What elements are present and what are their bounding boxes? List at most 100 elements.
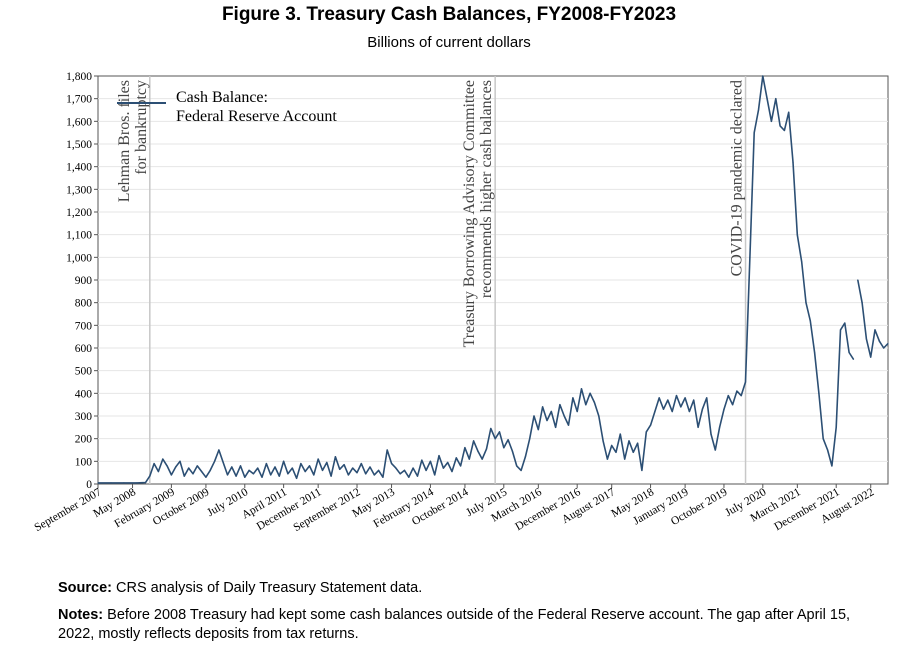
data-point <box>300 463 302 465</box>
data-point <box>857 279 859 281</box>
data-point <box>498 431 501 433</box>
y-tick-label: 0 <box>86 479 92 491</box>
data-point <box>373 474 375 476</box>
source-text: CRS analysis of Daily Treasury Statement… <box>116 580 423 596</box>
data-point <box>274 466 276 468</box>
data-point <box>749 256 751 258</box>
data-point <box>296 477 298 479</box>
data-point <box>524 456 527 458</box>
data-point <box>334 456 336 458</box>
data-point <box>835 426 837 428</box>
data-point <box>416 475 419 477</box>
data-point <box>537 429 539 431</box>
annotation-label: COVID-19 pandemic declared <box>729 80 746 276</box>
data-point <box>468 458 470 460</box>
data-point <box>887 342 889 345</box>
data-point <box>412 467 414 469</box>
data-point <box>278 475 280 477</box>
data-point <box>339 468 341 470</box>
data-point <box>460 465 462 467</box>
data-point <box>170 474 172 476</box>
y-tick-label: 1,400 <box>66 162 92 174</box>
data-point <box>473 440 475 442</box>
data-point <box>814 351 816 354</box>
data-point <box>192 473 194 475</box>
data-point <box>788 111 790 113</box>
y-tick-label: 1,700 <box>66 94 92 106</box>
data-point <box>481 458 483 460</box>
data-point <box>598 415 600 417</box>
data-point <box>382 476 384 478</box>
data-point <box>214 460 216 462</box>
data-point <box>308 465 311 467</box>
data-point <box>580 388 583 390</box>
data-point <box>693 399 695 401</box>
data-point <box>369 466 371 468</box>
source-label: Source: <box>58 580 112 596</box>
data-point <box>706 397 708 399</box>
data-point <box>770 120 773 122</box>
data-point <box>252 473 254 475</box>
data-point <box>395 467 397 469</box>
data-point <box>270 474 272 476</box>
y-tick-label: 300 <box>75 411 93 423</box>
data-point <box>637 442 639 444</box>
data-point <box>403 469 406 471</box>
data-point <box>464 447 466 449</box>
data-point <box>585 404 587 406</box>
data-point <box>321 469 324 471</box>
data-point <box>658 397 660 399</box>
notes: Notes: Before 2008 Treasury had kept som… <box>58 606 858 644</box>
data-point <box>822 438 824 440</box>
y-tick-label: 1,000 <box>66 252 92 264</box>
data-point <box>865 338 868 340</box>
data-point <box>421 459 423 461</box>
data-point <box>326 461 328 464</box>
data-point <box>688 410 691 413</box>
data-point <box>188 467 190 469</box>
data-point <box>222 461 224 464</box>
data-point <box>356 472 358 474</box>
data-point <box>485 448 488 450</box>
data-point <box>317 458 319 460</box>
y-tick-label: 900 <box>75 275 93 287</box>
data-point <box>766 98 768 100</box>
data-point <box>175 466 177 468</box>
data-point <box>753 132 755 134</box>
data-point <box>796 234 798 236</box>
data-point <box>632 451 634 453</box>
data-point <box>239 465 242 467</box>
data-point <box>144 482 147 484</box>
data-point <box>697 426 699 428</box>
data-point <box>261 476 263 478</box>
data-point <box>732 404 734 406</box>
data-point <box>567 424 570 426</box>
data-point <box>650 424 652 426</box>
data-point <box>455 457 457 459</box>
data-point <box>313 474 315 476</box>
data-point <box>244 476 246 478</box>
data-point <box>546 419 548 422</box>
data-point <box>555 426 557 428</box>
data-point <box>451 470 453 473</box>
data-point <box>619 433 621 435</box>
data-point <box>827 449 829 451</box>
annotation-label: for bankruptcy <box>133 80 150 175</box>
data-point <box>434 474 436 476</box>
data-point <box>809 320 811 322</box>
data-point <box>248 469 250 471</box>
data-point <box>563 415 565 417</box>
data-point <box>775 98 777 100</box>
data-point <box>831 465 833 467</box>
data-point <box>714 449 716 451</box>
data-point <box>878 340 881 342</box>
data-point <box>429 460 431 462</box>
data-point <box>848 351 850 354</box>
data-point <box>589 392 591 394</box>
data-point <box>559 404 561 406</box>
line-chart: 0 100 200 300 400 500 600 700 800 900 1,000 1,100 1,… <box>32 71 889 534</box>
data-point <box>97 482 99 484</box>
y-tick-label: 500 <box>75 366 93 378</box>
data-point <box>542 406 544 408</box>
data-point <box>162 458 164 460</box>
